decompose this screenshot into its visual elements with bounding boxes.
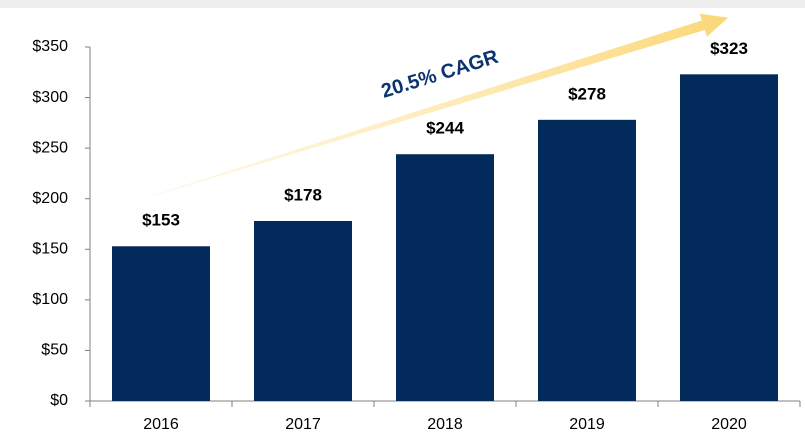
bar	[538, 119, 636, 401]
y-tick-label: $200	[32, 190, 68, 207]
value-label: $278	[568, 84, 606, 103]
value-label: $244	[426, 119, 464, 138]
cagr-arrow	[154, 13, 729, 196]
y-tick-label: $250	[32, 139, 68, 156]
bar	[680, 74, 778, 402]
value-label: $323	[710, 39, 748, 58]
header-band	[0, 0, 805, 8]
x-tick-label: 2020	[711, 416, 747, 433]
bar	[396, 154, 494, 401]
y-tick-label: $150	[32, 241, 68, 258]
x-tick-label: 2016	[143, 416, 179, 433]
x-tick-label: 2018	[427, 416, 463, 433]
x-tick-label: 2019	[569, 416, 605, 433]
y-tick-label: $50	[41, 342, 68, 359]
y-tick-label: $300	[32, 89, 68, 106]
value-label: $153	[142, 211, 180, 230]
x-tick-label: 2017	[285, 416, 321, 433]
bar	[254, 220, 352, 401]
y-tick-label: $350	[32, 38, 68, 55]
value-label: $178	[284, 185, 322, 204]
y-tick-label: $0	[50, 392, 68, 409]
y-tick-label: $100	[32, 291, 68, 308]
bar	[112, 246, 210, 401]
